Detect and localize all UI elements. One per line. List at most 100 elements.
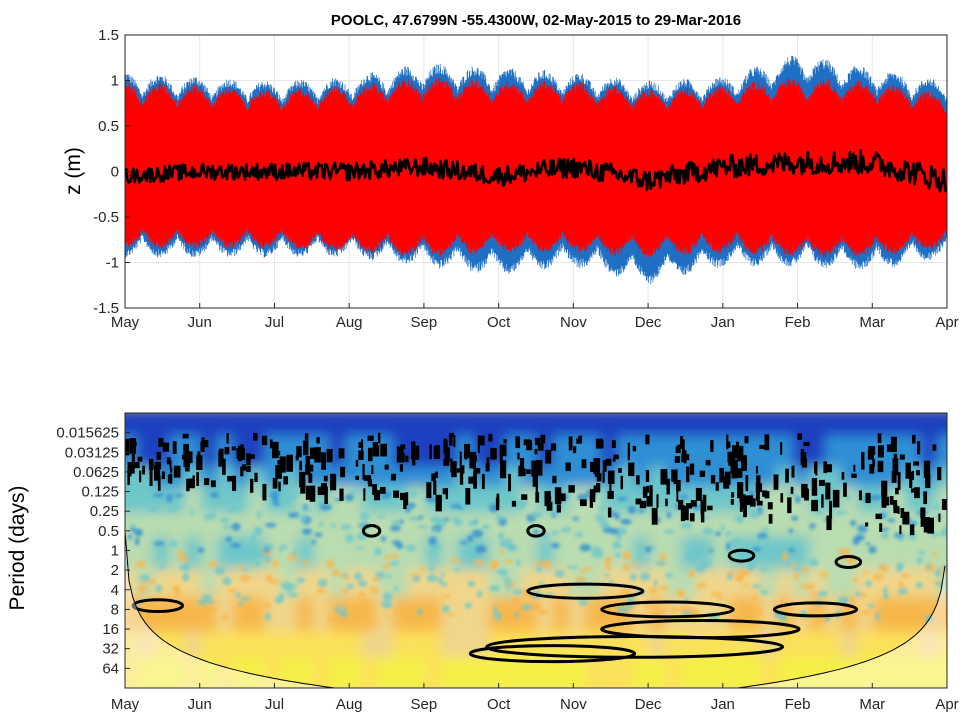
power-cell: [953, 436, 969, 475]
significance-region: [161, 471, 165, 480]
power-cell: [921, 657, 939, 688]
significance-region: [689, 513, 695, 522]
significance-region: [705, 459, 711, 466]
power-spot: [794, 495, 801, 504]
power-spot: [800, 583, 805, 589]
power-spot: [240, 605, 249, 609]
power-spot: [450, 503, 462, 509]
power-spot: [620, 518, 632, 525]
power-spot: [441, 605, 450, 613]
power-spot: [419, 566, 425, 572]
power-spot: [209, 600, 215, 604]
x-axis: May Jun Jul Aug Sep Oct Nov Dec Jan Feb Mar Apr: [111, 683, 959, 713]
power-cell: [457, 536, 475, 577]
power-spot: [644, 546, 652, 553]
significance-region: [131, 453, 135, 466]
power-spot: [561, 526, 572, 533]
significance-region: [740, 455, 748, 471]
power-spot: [208, 512, 216, 521]
power-spot: [514, 612, 520, 619]
x-tick-label: Sep: [411, 314, 438, 331]
power-spot: [679, 494, 689, 499]
power-spot: [247, 607, 253, 617]
power-spot: [179, 563, 191, 572]
significance-region: [465, 488, 471, 505]
power-spot: [626, 604, 634, 610]
significance-region: [278, 481, 281, 492]
power-spot: [861, 609, 871, 616]
significance-region: [300, 480, 306, 494]
power-spot: [656, 560, 667, 566]
power-spot: [346, 583, 354, 590]
power-cell: [921, 631, 939, 666]
power-cell: [777, 631, 795, 666]
significance-region: [628, 462, 635, 477]
significance-region: [877, 460, 884, 473]
power-spot: [492, 615, 497, 620]
power-spot: [407, 502, 417, 509]
power-spot: [532, 529, 539, 535]
power-spot: [714, 531, 722, 536]
power-cell: [297, 657, 315, 688]
significance-region: [503, 439, 507, 444]
significance-region: [890, 436, 897, 453]
power-spot: [428, 615, 436, 619]
significance-region: [157, 475, 161, 491]
power-spot: [639, 572, 651, 581]
significance-region: [884, 496, 890, 506]
power-cell: [569, 597, 587, 640]
power-spot: [504, 604, 511, 612]
power-cell: [825, 657, 843, 688]
power-spot: [166, 493, 173, 503]
significance-region: [826, 515, 832, 531]
power-spot: [751, 584, 763, 588]
power-cell: [665, 657, 683, 688]
power-spot: [616, 496, 627, 501]
significance-region: [367, 475, 371, 484]
significance-region: [589, 489, 596, 503]
power-cell: [809, 597, 827, 640]
significance-region: [645, 434, 650, 445]
power-spot: [222, 524, 232, 530]
significance-region: [911, 470, 915, 481]
y-axis: 1.5 1 0.5 0 -0.5 -1 -1.5: [93, 27, 130, 317]
power-cell: [905, 536, 923, 577]
significance-region: [749, 498, 756, 507]
power-cell: [761, 536, 779, 577]
significance-region: [700, 510, 705, 523]
significance-region: [578, 435, 583, 444]
significance-region: [627, 442, 631, 461]
power-spot: [265, 522, 277, 528]
significance-region: [182, 433, 189, 439]
power-spot: [943, 525, 947, 530]
significance-region: [605, 458, 612, 466]
power-spot: [898, 580, 904, 588]
power-cell: [953, 657, 969, 692]
power-spot: [440, 582, 449, 587]
power-spot: [837, 548, 843, 555]
significance-region: [526, 469, 531, 475]
power-cell: [233, 657, 251, 688]
power-spot: [147, 505, 159, 513]
significance-region: [674, 456, 681, 463]
power-spot: [153, 541, 165, 546]
significance-region: [877, 445, 884, 458]
x-tick-label: Nov: [560, 314, 587, 331]
significance-region: [730, 465, 734, 473]
power-spot: [464, 602, 473, 609]
power-spot: [127, 534, 133, 540]
power-spot: [897, 587, 908, 595]
power-cell: [905, 568, 923, 606]
power-spot: [722, 490, 731, 494]
significance-region: [272, 477, 278, 489]
power-cell: [185, 568, 203, 606]
power-spot: [287, 592, 299, 597]
power-spot: [503, 538, 513, 547]
significance-region: [137, 456, 143, 462]
significance-region: [433, 446, 441, 460]
power-spot: [841, 547, 851, 556]
significance-region: [486, 457, 490, 466]
power-cell: [329, 657, 347, 688]
power-cell: [921, 568, 939, 606]
